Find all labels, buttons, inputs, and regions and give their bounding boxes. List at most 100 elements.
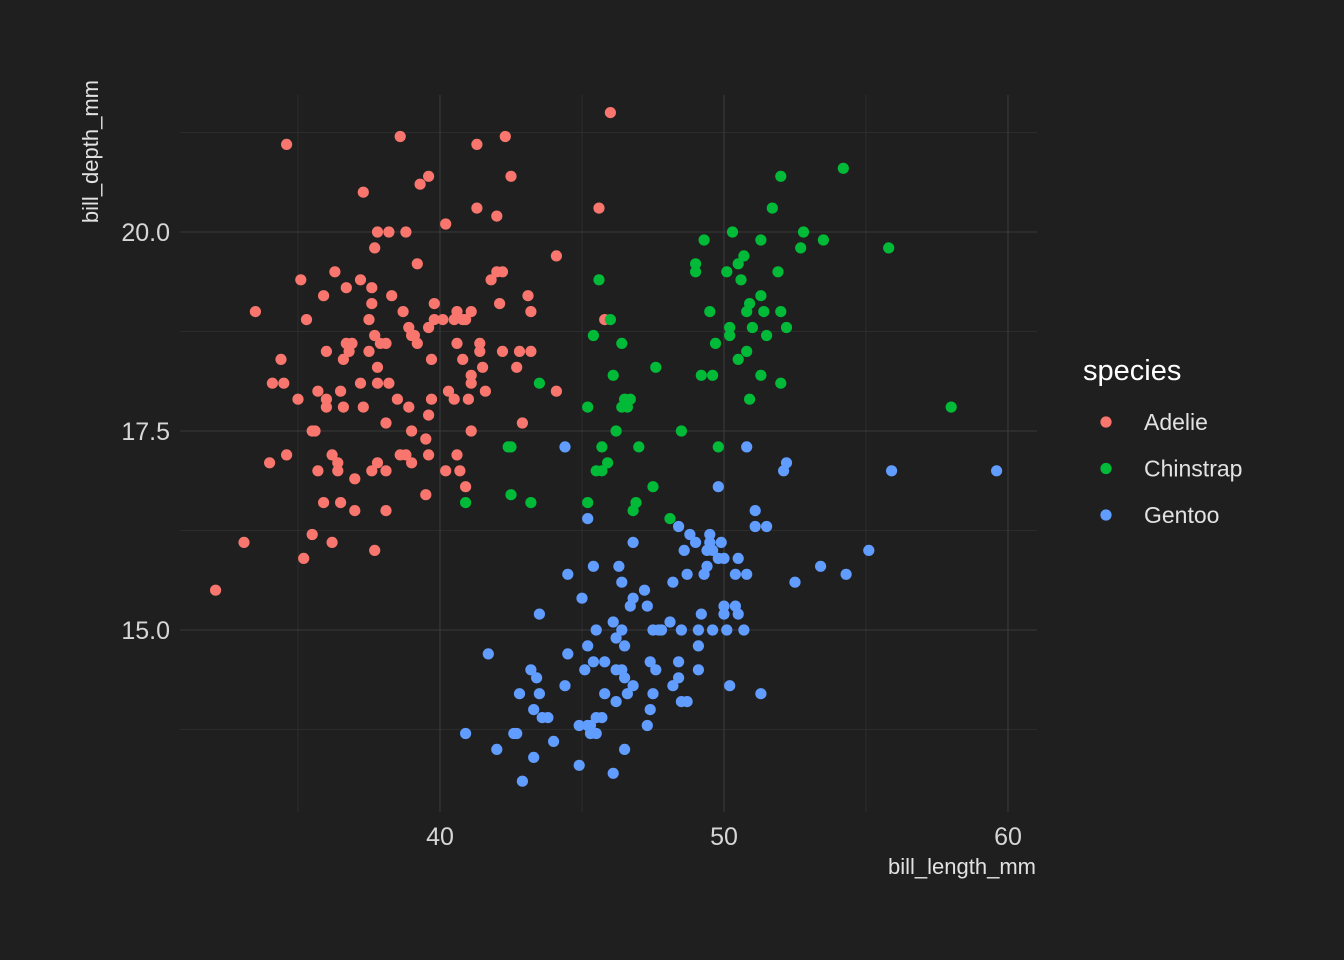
point-gentoo — [491, 743, 503, 756]
major-gridlines — [180, 95, 1037, 812]
point-gentoo — [533, 608, 546, 620]
point-gentoo — [460, 727, 472, 740]
point-chinstrap — [746, 321, 759, 334]
point-adelie — [457, 353, 469, 365]
point-chinstrap — [707, 369, 719, 381]
point-adelie — [326, 536, 338, 549]
point-adelie — [465, 425, 477, 437]
point-gentoo — [562, 568, 574, 580]
point-gentoo — [718, 552, 730, 565]
point-chinstrap — [675, 425, 688, 437]
point-chinstrap — [533, 377, 546, 389]
point-chinstrap — [795, 242, 807, 254]
point-gentoo — [590, 727, 602, 740]
point-gentoo — [616, 576, 628, 588]
point-adelie — [425, 353, 438, 365]
minor-gridlines — [180, 95, 1037, 812]
point-adelie — [320, 401, 332, 413]
point-gentoo — [627, 592, 639, 604]
point-adelie — [479, 385, 491, 397]
point-adelie — [326, 449, 338, 461]
point-adelie — [494, 298, 506, 310]
point-adelie — [312, 465, 324, 477]
point-chinstrap — [596, 441, 608, 453]
point-chinstrap — [582, 401, 594, 413]
point-adelie — [366, 298, 378, 310]
point-chinstrap — [761, 329, 773, 342]
point-chinstrap — [724, 321, 736, 334]
point-adelie — [400, 226, 412, 238]
point-adelie — [320, 345, 332, 357]
point-adelie — [513, 345, 526, 357]
point-adelie — [471, 138, 483, 150]
point-gentoo — [692, 624, 705, 636]
y-tick-label: 20.0 — [121, 219, 170, 247]
x-tick-label: 50 — [710, 823, 738, 851]
legend-items: Adelie Chinstrap Gentoo — [1100, 409, 1242, 528]
x-tick-label: 40 — [426, 823, 454, 851]
point-gentoo — [712, 481, 724, 493]
point-gentoo — [692, 664, 705, 676]
point-gentoo — [647, 688, 659, 700]
point-adelie — [423, 409, 435, 421]
y-axis-ticks: 15.0 17.5 20.0 — [121, 219, 170, 645]
point-adelie — [346, 337, 358, 349]
point-gentoo — [664, 616, 676, 628]
point-adelie — [363, 314, 375, 326]
point-gentoo — [675, 624, 688, 636]
point-gentoo — [619, 640, 631, 652]
point-gentoo — [655, 624, 668, 636]
point-adelie — [499, 130, 511, 143]
point-gentoo — [644, 704, 656, 716]
point-chinstrap — [724, 329, 736, 342]
point-adelie — [332, 457, 344, 469]
legend-key-gentoo — [1100, 509, 1112, 521]
point-adelie — [462, 393, 474, 405]
point-gentoo — [511, 727, 523, 740]
point-adelie — [249, 306, 261, 318]
point-adelie — [300, 314, 313, 326]
point-gentoo — [638, 584, 651, 596]
point-adelie — [371, 226, 384, 238]
point-chinstrap — [775, 170, 787, 182]
point-chinstrap — [505, 441, 517, 453]
point-gentoo — [482, 648, 494, 660]
point-adelie — [471, 202, 483, 214]
point-adelie — [354, 377, 367, 389]
point-adelie — [511, 361, 523, 373]
point-adelie — [354, 274, 367, 286]
point-chinstrap — [755, 290, 767, 302]
point-chinstrap — [755, 369, 767, 381]
point-adelie — [423, 321, 435, 334]
point-gentoo — [673, 672, 685, 684]
point-gentoo — [576, 592, 588, 604]
point-chinstrap — [607, 369, 619, 381]
point-adelie — [440, 465, 452, 477]
point-adelie — [340, 282, 352, 294]
point-gentoo — [840, 568, 852, 580]
point-gentoo — [863, 544, 875, 557]
point-chinstrap — [602, 457, 614, 469]
point-gentoo — [599, 656, 611, 668]
point-gentoo — [579, 664, 591, 676]
point-gentoo — [573, 719, 585, 732]
point-gentoo — [991, 465, 1003, 477]
point-gentoo — [559, 680, 571, 692]
point-adelie — [451, 337, 463, 349]
point-adelie — [383, 226, 395, 238]
point-chinstrap — [797, 226, 810, 238]
point-gentoo — [673, 656, 685, 668]
point-gentoo — [667, 680, 679, 692]
point-adelie — [505, 170, 517, 182]
point-gentoo — [715, 536, 727, 549]
point-gentoo — [582, 513, 594, 525]
point-chinstrap — [758, 306, 770, 318]
point-chinstrap — [709, 337, 722, 349]
point-adelie — [349, 473, 361, 485]
point-gentoo — [582, 640, 594, 652]
point-adelie — [380, 465, 392, 477]
point-adelie — [266, 377, 278, 389]
point-adelie — [329, 266, 341, 278]
point-gentoo — [724, 680, 736, 692]
